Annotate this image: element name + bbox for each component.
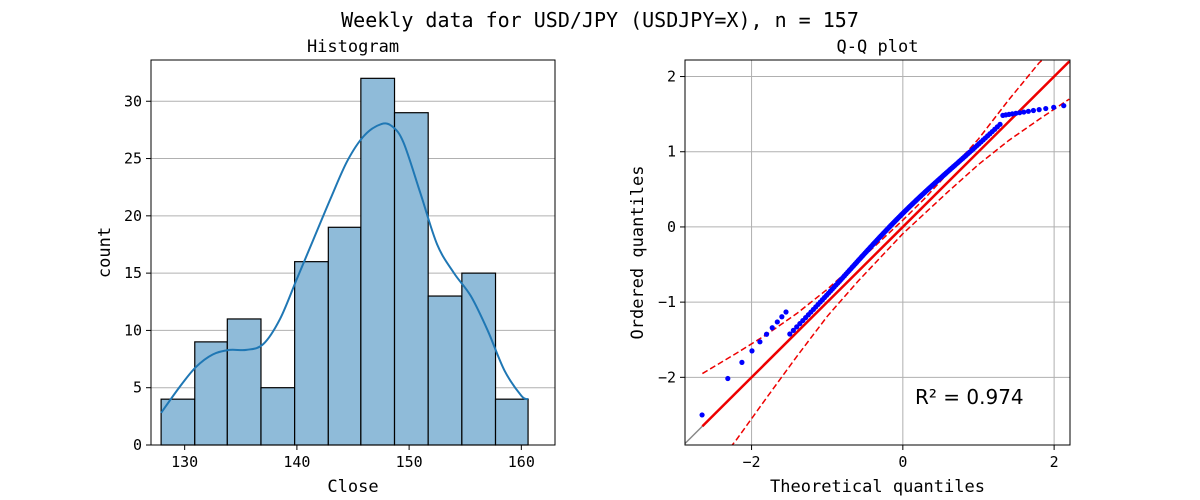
histogram-bar bbox=[260, 387, 296, 446]
qq-point bbox=[769, 325, 775, 331]
y-tick-label: 5 bbox=[133, 379, 142, 397]
qq-point bbox=[1061, 103, 1067, 109]
qq-point bbox=[1101, 86, 1106, 91]
qq-point bbox=[1021, 109, 1027, 115]
qq-point bbox=[1017, 110, 1023, 116]
y-tick-label: 15 bbox=[124, 264, 142, 282]
histogram-panel: 130 140 150 160 0 5 10 15 20 25 30 Histogram Close co… bbox=[95, 37, 556, 497]
y-axis-label: count bbox=[95, 227, 115, 278]
histogram-bar bbox=[226, 318, 262, 446]
qq-point bbox=[1030, 107, 1037, 114]
qq-point bbox=[1075, 101, 1080, 106]
qq-point bbox=[749, 348, 755, 354]
x-tick-label: −2 bbox=[743, 453, 761, 471]
y-tick-label: −1 bbox=[658, 293, 676, 311]
qq-point bbox=[763, 331, 770, 337]
figure-title: Weekly data for USD/JPY (USDJPY=X), n = … bbox=[341, 8, 859, 32]
qq-plot-area bbox=[685, 60, 1106, 445]
x-axis-label: Close bbox=[327, 477, 378, 497]
histogram-bar bbox=[294, 261, 329, 446]
confidence-band-lower bbox=[731, 98, 1070, 445]
x-axis-label: Theoretical quantiles bbox=[770, 477, 985, 497]
qq-point bbox=[779, 314, 785, 320]
qq-title: Q-Q plot bbox=[837, 37, 919, 57]
histogram-bar bbox=[427, 295, 463, 446]
qq-point bbox=[1036, 107, 1042, 113]
x-tick-label: 0 bbox=[898, 453, 907, 471]
histogram-title: Histogram bbox=[307, 37, 399, 57]
qq-point bbox=[757, 339, 763, 345]
qq-point bbox=[794, 324, 800, 330]
qq-point bbox=[790, 327, 796, 333]
histogram-bar bbox=[327, 226, 362, 446]
y-tick-label: 0 bbox=[133, 436, 142, 454]
plot-frame bbox=[150, 59, 556, 446]
y-tick-label: 30 bbox=[124, 92, 142, 110]
qq-points bbox=[699, 86, 1106, 418]
x-tick-label: 130 bbox=[171, 453, 198, 471]
histogram-bar bbox=[194, 341, 228, 446]
y-tick-label: 0 bbox=[667, 218, 676, 236]
qq-point bbox=[787, 331, 793, 337]
plot-frame bbox=[684, 59, 1071, 446]
y-tick-label: 2 bbox=[667, 68, 676, 86]
qq-point bbox=[997, 121, 1003, 127]
x-tick-label: 140 bbox=[283, 453, 310, 471]
y-tick-label: −2 bbox=[658, 368, 676, 386]
confidence-band-upper bbox=[702, 60, 1044, 375]
qq-point bbox=[783, 309, 789, 315]
histogram-bar bbox=[494, 398, 529, 446]
y-tick-label: 1 bbox=[667, 143, 676, 161]
qq-point bbox=[1043, 105, 1049, 112]
kde-line bbox=[160, 122, 529, 414]
histogram-bar bbox=[461, 272, 497, 446]
qq-point bbox=[739, 359, 745, 365]
y-tick-label: 10 bbox=[124, 321, 142, 339]
fit-line bbox=[701, 60, 1070, 428]
y-axis-label: Ordered quantiles bbox=[628, 166, 648, 340]
qq-point bbox=[1025, 108, 1031, 114]
x-tick-label: 160 bbox=[508, 453, 535, 471]
qq-point bbox=[699, 412, 705, 418]
qq-plot-panel: −2 0 2 −2 −1 0 1 2 Q-Q plot Theoretical quantiles… bbox=[628, 37, 1106, 497]
x-tick-label: 2 bbox=[1050, 453, 1059, 471]
qq-point bbox=[1013, 110, 1019, 116]
x-tick-label: 150 bbox=[396, 453, 423, 471]
qq-point bbox=[1051, 104, 1057, 110]
qq-point bbox=[725, 375, 731, 382]
qq-point bbox=[774, 319, 780, 325]
r-squared-annotation: R² = 0.974 bbox=[915, 385, 1024, 409]
y-tick-label: 25 bbox=[124, 150, 142, 168]
y-tick-label: 20 bbox=[124, 207, 142, 225]
